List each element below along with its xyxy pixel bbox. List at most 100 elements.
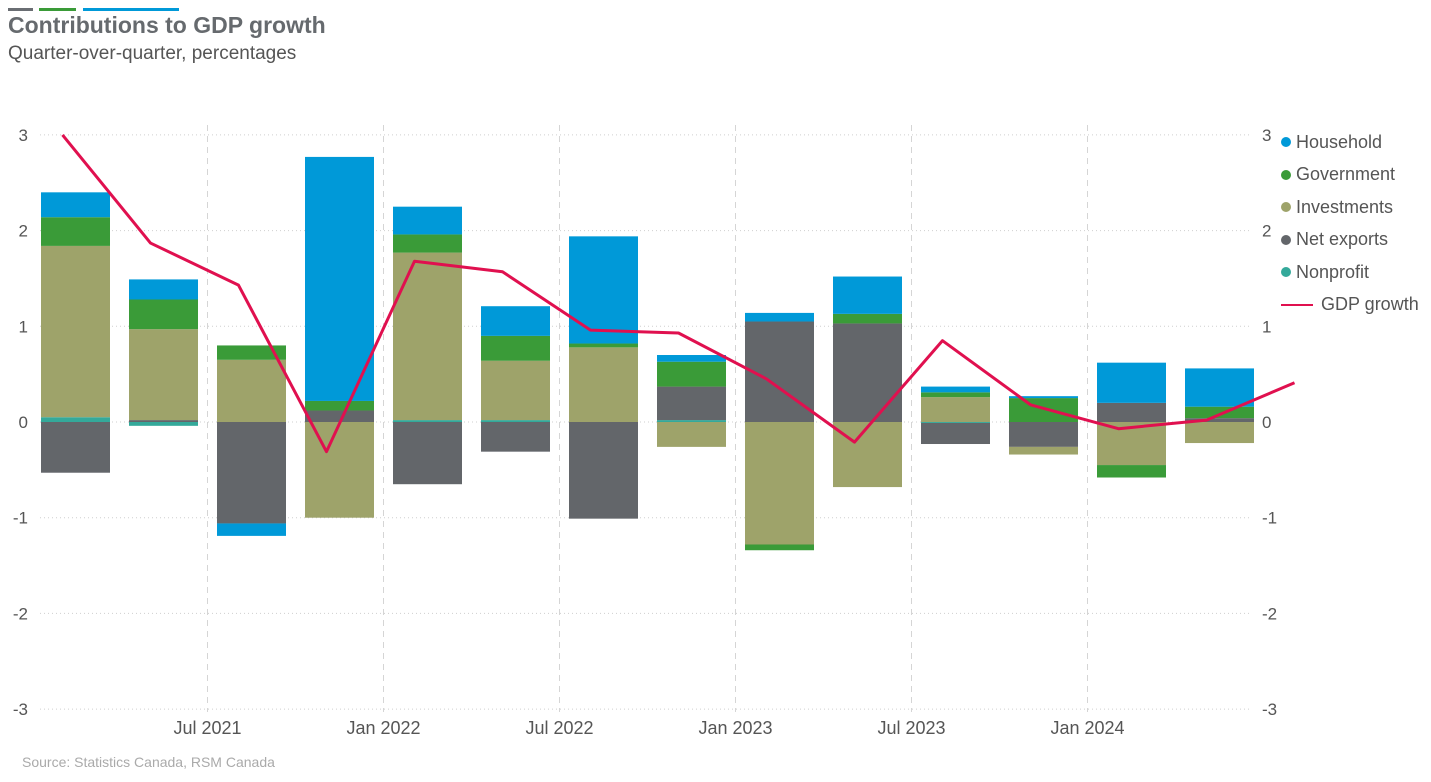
x-tick-label: Jan 2024 xyxy=(1050,718,1124,738)
bar-segment-net-exports xyxy=(569,422,638,519)
x-tick-label: Jul 2023 xyxy=(877,718,945,738)
bar-segment-government xyxy=(1185,406,1254,419)
bar-segment-investments xyxy=(921,397,990,422)
chart-grid xyxy=(40,125,1250,712)
bar-segment-government xyxy=(921,392,990,398)
bar-segment-government xyxy=(41,217,110,246)
y-tick-label-left: -3 xyxy=(13,700,28,719)
legend-swatch xyxy=(1281,137,1291,148)
bar-segment-investments xyxy=(569,347,638,422)
bar-segment-nonprofit xyxy=(657,420,726,422)
legend-item-nonprofit: Nonprofit xyxy=(1281,256,1419,289)
legend-swatch xyxy=(1281,303,1313,306)
y-axis-left: 3 2 1 0 -1 -2 -3 xyxy=(13,126,28,719)
chart-subtitle: Quarter-over-quarter, percentages xyxy=(8,43,297,64)
legend-swatch xyxy=(1281,234,1291,245)
legend-item-government: Government xyxy=(1281,159,1419,192)
bar-segment-household xyxy=(481,306,550,336)
title-accent-gray xyxy=(8,8,33,11)
legend-swatch xyxy=(1281,169,1291,180)
bar-segment-investments xyxy=(217,359,286,422)
bar-segment-household xyxy=(921,386,990,393)
bar-segment-net-exports xyxy=(393,422,462,485)
bar-segment-investments xyxy=(1009,446,1078,455)
bar-segment-nonprofit xyxy=(129,422,198,426)
bar-segment-investments xyxy=(1097,422,1166,466)
bar-segment-net-exports xyxy=(217,422,286,524)
y-tick-label-left: 2 xyxy=(19,222,28,241)
bar-segment-net-exports xyxy=(921,422,990,445)
chart-legend: Household Government Investments Net export… xyxy=(1281,126,1419,321)
bar-segment-net-exports xyxy=(129,420,198,422)
gdp-growth-line xyxy=(61,133,1296,454)
bar-segment-household xyxy=(217,523,286,536)
legend-label: Household xyxy=(1296,131,1383,152)
y-tick-label-left: -2 xyxy=(13,604,28,623)
legend-label: Net exports xyxy=(1296,229,1389,250)
bar-segment-investments xyxy=(393,252,462,421)
bar-segment-government xyxy=(657,361,726,387)
y-tick-label-right: 3 xyxy=(1262,126,1271,145)
bar-segment-nonprofit xyxy=(921,422,990,423)
bar-segment-government xyxy=(833,313,902,324)
title-accent-green xyxy=(39,8,76,11)
legend-swatch xyxy=(1281,267,1291,278)
bar-segment-household xyxy=(129,279,198,300)
bar-segment-household xyxy=(569,236,638,344)
bar-segment-household xyxy=(1097,362,1166,403)
y-tick-label-right: 0 xyxy=(1262,413,1271,432)
bar-segment-government xyxy=(217,345,286,360)
legend-item-household: Household xyxy=(1281,126,1419,159)
y-tick-label-right: -1 xyxy=(1262,509,1277,528)
bar-segment-government xyxy=(745,544,814,551)
bar-segment-household xyxy=(657,355,726,362)
legend-swatch xyxy=(1281,202,1291,213)
bar-segment-net-exports xyxy=(305,410,374,422)
x-tick-label: Jul 2021 xyxy=(173,718,241,738)
x-tick-label: Jan 2023 xyxy=(698,718,772,738)
bar-segment-investments xyxy=(1185,422,1254,444)
legend-label: GDP growth xyxy=(1321,294,1419,315)
y-tick-label-right: -3 xyxy=(1262,700,1277,719)
x-tick-label: Jul 2022 xyxy=(525,718,593,738)
chart-title: Contributions to GDP growth xyxy=(8,12,326,38)
y-axis-right: 3 2 1 0 -1 -2 -3 xyxy=(1262,126,1277,719)
bar-segment-investments xyxy=(657,422,726,447)
bar-segment-investments xyxy=(745,422,814,545)
bar-segment-net-exports xyxy=(833,323,902,422)
bar-segment-government xyxy=(481,335,550,361)
bar-segment-net-exports xyxy=(1097,402,1166,422)
legend-label: Government xyxy=(1296,164,1396,185)
y-tick-label-left: 3 xyxy=(19,126,28,145)
y-tick-label-left: 1 xyxy=(19,317,28,336)
bar-segment-household xyxy=(305,156,374,401)
x-tick-label: Jan 2022 xyxy=(346,718,420,738)
legend-item-gdp-growth: GDP growth xyxy=(1281,289,1419,322)
legend-label: Investments xyxy=(1296,196,1394,217)
bar-segment-household xyxy=(1009,396,1078,399)
bar-segment-household xyxy=(1185,368,1254,407)
y-tick-label-left: -1 xyxy=(13,509,28,528)
legend-item-net-exports: Net exports xyxy=(1281,224,1419,257)
bar-segment-net-exports xyxy=(41,422,110,473)
bar-segment-government xyxy=(305,400,374,411)
gdp-growth-line-layer xyxy=(61,133,1296,454)
bar-segment-government xyxy=(129,299,198,330)
bar-segment-investments xyxy=(833,422,902,488)
legend-item-investments: Investments xyxy=(1281,191,1419,224)
y-tick-label-right: 2 xyxy=(1262,222,1271,241)
bar-segment-net-exports xyxy=(481,422,550,452)
bar-segment-government xyxy=(1097,465,1166,478)
bar-segment-net-exports xyxy=(657,386,726,421)
y-tick-label-right: -2 xyxy=(1262,604,1277,623)
bar-segment-net-exports xyxy=(1009,422,1078,447)
bar-segment-nonprofit xyxy=(481,420,550,422)
bar-segment-household xyxy=(393,206,462,235)
x-axis: Jul 2021 Jan 2022 Jul 2022 Jan 2023 Jul 2023… xyxy=(173,718,1124,738)
y-tick-label-right: 1 xyxy=(1262,317,1271,336)
bar-segment-investments xyxy=(481,360,550,421)
bar-segment-investments xyxy=(41,245,110,418)
source-note: Source: Statistics Canada, RSM Canada xyxy=(22,754,275,770)
title-accent-blue xyxy=(83,8,179,11)
